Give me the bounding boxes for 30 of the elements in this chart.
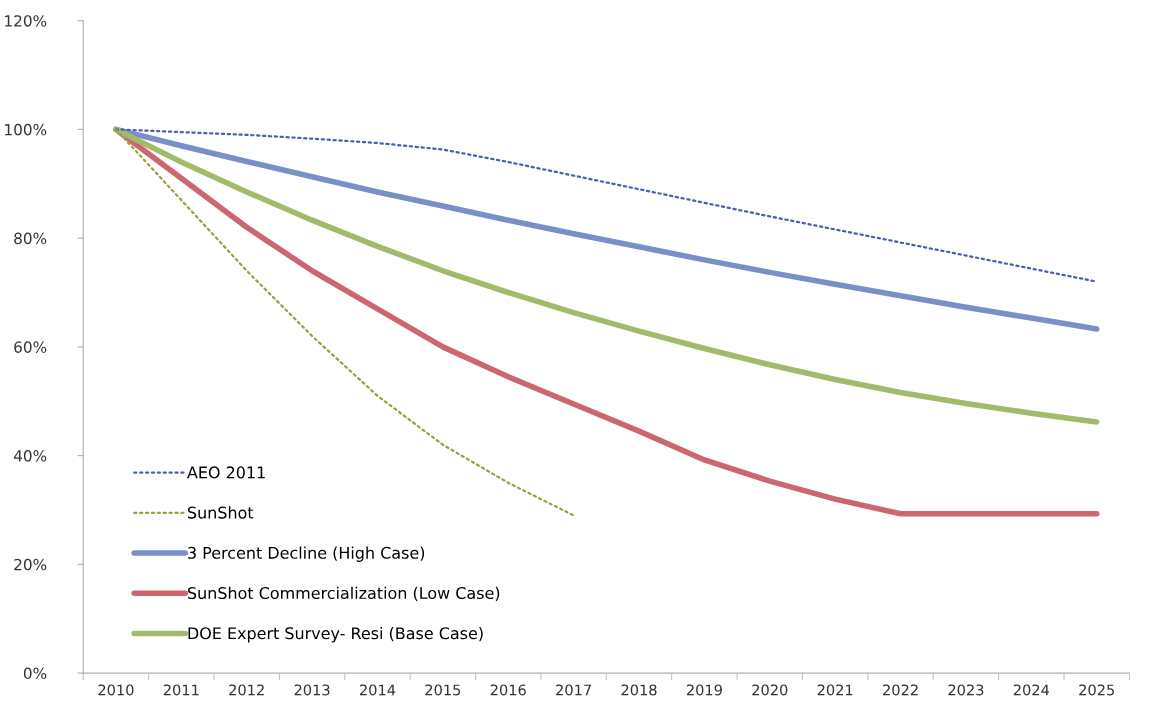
y-tick-label: 100% — [5, 123, 47, 136]
y-tick-label: 40% — [13, 450, 47, 462]
x-tick-label: 2011 — [163, 684, 199, 696]
x-tick-label: 2014 — [359, 684, 396, 696]
y-tick-label: 60% — [14, 341, 47, 353]
x-tick-label: 2018 — [621, 684, 657, 696]
x-tick-label: 2020 — [752, 684, 788, 696]
x-tick-label: 2021 — [817, 684, 853, 696]
y-tick-label: 80% — [14, 232, 47, 245]
y-tick-label: 120% — [5, 15, 47, 27]
x-tick-label: 2022 — [883, 684, 918, 696]
x-tick-label: 2016 — [490, 684, 526, 696]
line-series — [114, 128, 1098, 283]
x-tick-label: 2015 — [425, 684, 461, 696]
legend-label: DOE Expert Survey- Resi (Base Case) — [188, 626, 483, 643]
x-tick-label: 2023 — [948, 684, 984, 696]
x-tick-label: 2025 — [1079, 684, 1114, 696]
x-tick-label: 2024 — [1013, 684, 1050, 696]
x-tick-label: 2017 — [556, 684, 591, 696]
x-tick-label: 2019 — [686, 684, 722, 696]
x-tick-label: 2012 — [229, 684, 264, 696]
x-tick-label: 2010 — [98, 684, 134, 696]
legend-label: 3 Percent Decline (High Case) — [188, 546, 425, 562]
y-tick-label: 0% — [23, 667, 47, 680]
x-tick-label: 2013 — [294, 684, 330, 696]
legend-label: SunShot — [187, 506, 254, 519]
legend-label: SunShot Commercialization (Low Case) — [187, 586, 500, 601]
y-tick-label: 20% — [14, 558, 47, 571]
legend-label: AEO 2011 — [187, 466, 265, 479]
line-series — [114, 128, 575, 517]
